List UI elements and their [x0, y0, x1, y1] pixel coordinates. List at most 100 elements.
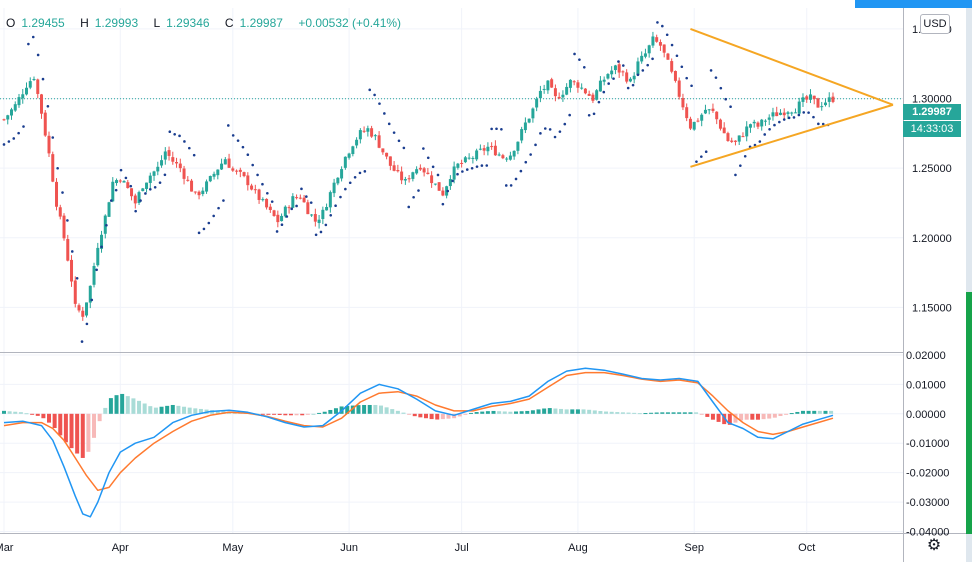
- sar-dot: [504, 184, 508, 187]
- macd-histogram-bar: [694, 412, 699, 414]
- candle-body: [490, 146, 494, 148]
- sar-dot: [661, 24, 664, 28]
- sar-dot: [12, 137, 16, 140]
- candle-body: [553, 88, 557, 97]
- sar-dot: [470, 166, 474, 170]
- candle-body: [565, 86, 569, 95]
- macd-histogram-bar: [35, 413, 40, 416]
- sar-dot: [51, 136, 55, 139]
- sar-dot: [436, 173, 440, 177]
- candle-body: [415, 169, 419, 174]
- sar-dot: [100, 245, 103, 249]
- sar-dot: [344, 187, 347, 191]
- gear-icon[interactable]: ⚙: [926, 537, 942, 554]
- candle-body: [823, 102, 827, 106]
- candle-body: [2, 119, 6, 121]
- candle-body: [658, 42, 662, 46]
- sar-dot: [368, 88, 372, 92]
- sar-dot: [261, 182, 264, 186]
- macd-histogram-bar: [564, 409, 569, 414]
- macd-histogram-bar: [469, 412, 474, 414]
- macd-histogram-bar: [575, 409, 580, 414]
- candle-body: [100, 234, 104, 249]
- macd-histogram-bar: [215, 410, 220, 414]
- candle-body: [523, 122, 527, 131]
- macd-histogram-bar: [440, 413, 445, 420]
- candle-body: [223, 159, 227, 165]
- macd-histogram-bar: [530, 410, 535, 414]
- candle-body: [775, 112, 779, 117]
- candle-body: [411, 172, 415, 179]
- macd-histogram-bar: [435, 413, 440, 420]
- candle-body: [617, 64, 621, 73]
- candle-body: [812, 95, 816, 100]
- macd-histogram-bar: [480, 411, 485, 414]
- sar-dot: [461, 170, 464, 173]
- sar-dot: [734, 173, 737, 177]
- macd-histogram-bar: [536, 409, 541, 414]
- candle-body: [62, 215, 66, 239]
- sar-dot: [431, 165, 435, 169]
- sar-dot: [553, 135, 557, 139]
- candle-body: [295, 197, 299, 199]
- candle-body: [92, 266, 96, 285]
- sar-dot: [597, 100, 601, 104]
- sar-dot: [607, 82, 610, 85]
- candle-body: [692, 121, 696, 130]
- candle-body: [805, 96, 809, 100]
- sar-dot: [422, 147, 425, 150]
- sar-dot: [514, 177, 518, 181]
- sar-dot: [592, 112, 596, 116]
- candle-body: [756, 122, 760, 127]
- candle-body: [640, 55, 644, 62]
- candle-body: [666, 53, 670, 60]
- open-value: 1.29455: [21, 16, 65, 30]
- candle-body: [598, 80, 602, 92]
- candle-body: [197, 191, 201, 196]
- sar-dot: [782, 118, 786, 121]
- candle-body: [782, 112, 786, 116]
- sar-dot: [675, 54, 679, 58]
- candle-body: [178, 163, 182, 169]
- candle-body: [801, 97, 805, 102]
- candle-body: [358, 130, 362, 140]
- sar-dot: [212, 214, 215, 218]
- candle-body: [321, 209, 325, 219]
- candle-body: [662, 44, 666, 53]
- candle-body: [235, 170, 239, 172]
- candle-body: [126, 182, 130, 189]
- candle-body: [111, 181, 115, 202]
- macd-histogram-bar: [13, 411, 18, 414]
- sar-dot: [636, 73, 640, 77]
- candle-body: [32, 78, 36, 80]
- macd-histogram-bar: [581, 409, 586, 414]
- candle-body: [715, 111, 719, 120]
- candle-body: [497, 154, 501, 156]
- candle-body: [160, 160, 164, 166]
- sar-dot: [802, 111, 806, 114]
- sar-dot: [105, 223, 108, 227]
- high-label: H: [80, 16, 89, 30]
- macd-histogram-bar: [497, 411, 502, 414]
- currency-badge[interactable]: USD: [920, 14, 950, 34]
- time-tick-label: May: [222, 542, 243, 554]
- sar-dot: [812, 115, 815, 119]
- sar-dot: [309, 201, 313, 204]
- triangle-trendline: [690, 27, 894, 106]
- candle-body: [433, 183, 437, 185]
- candle-body: [733, 140, 737, 142]
- candle-body: [340, 169, 344, 179]
- candle-body: [253, 189, 257, 191]
- sar-dot: [305, 195, 308, 198]
- macd-histogram-bar: [92, 413, 97, 438]
- candle-body: [392, 165, 396, 171]
- sar-dot: [700, 155, 703, 158]
- time-tick-label: Jul: [455, 542, 469, 554]
- candle-body: [332, 182, 336, 194]
- macd-histogram-bar: [474, 412, 479, 414]
- sar-dot: [641, 69, 645, 72]
- candle-body: [587, 93, 591, 96]
- candle-body: [475, 150, 479, 160]
- sar-dot: [2, 143, 6, 146]
